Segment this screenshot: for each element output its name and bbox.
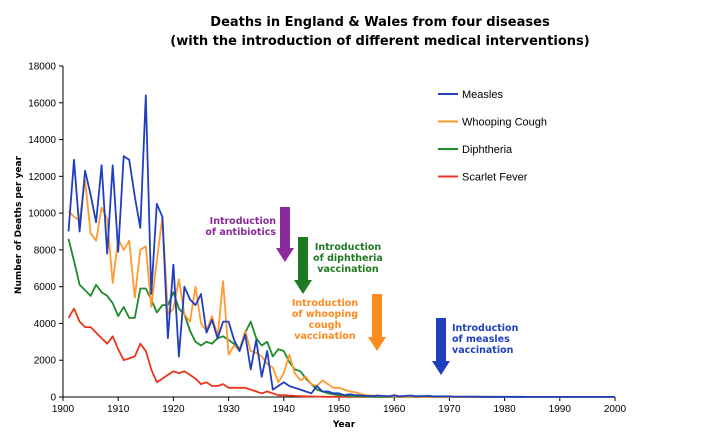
annotation-diphtheria-text: vaccination	[317, 264, 379, 275]
scarlet-fever-line	[67, 307, 615, 398]
y-tick-label: 10000	[28, 209, 56, 220]
y-tick-label: 4000	[34, 319, 57, 330]
annotation-measles-text: Introduction	[452, 323, 519, 334]
series-layer	[67, 94, 615, 398]
x-tick-label: 1980	[493, 404, 516, 415]
annotation-whooping-text: cough	[309, 320, 342, 331]
chart-title: Deaths in England & Wales from four dise…	[210, 15, 550, 30]
x-tick-label: 1960	[383, 404, 406, 415]
y-tick-label: 12000	[28, 172, 56, 183]
annotation-antibiotics-arrow	[276, 207, 294, 262]
x-tick-label: 1940	[273, 404, 296, 415]
y-tick-label: 6000	[34, 282, 57, 293]
x-tick-label: 2000	[604, 404, 627, 415]
annotation-measles-text: vaccination	[452, 345, 514, 356]
y-tick-label: 8000	[34, 245, 57, 256]
y-tick-label: 16000	[28, 98, 56, 109]
x-tick-label: 1950	[328, 404, 351, 415]
y-tick-label: 2000	[34, 356, 57, 367]
annotation-whooping-arrow	[368, 294, 386, 351]
measles-line	[67, 94, 615, 398]
x-axis-title: Year	[332, 420, 356, 430]
annotation-measles-arrow	[432, 318, 450, 375]
annotation-measles-text: of measles	[452, 334, 510, 345]
y-axis-title: Number of Deaths per year	[14, 155, 24, 294]
y-tick-label: 18000	[28, 62, 56, 73]
x-tick-label: 1900	[52, 404, 75, 415]
y-axis: 0 2000 4000 6000 8000 10000 12000 14000 16000 180…	[28, 62, 64, 404]
annotation-diphtheria-arrow	[294, 237, 312, 294]
annotation-antibiotics-text: Introduction	[210, 216, 277, 227]
annotation-diphtheria-text: of diphtheria	[313, 253, 383, 264]
annotation-whooping-text: vaccination	[294, 331, 356, 342]
annotation-antibiotics-text: of antibiotics	[205, 227, 276, 238]
x-tick-label: 1910	[107, 404, 130, 415]
y-tick-label: 14000	[28, 135, 56, 146]
x-tick-label: 1990	[549, 404, 572, 415]
x-axis: 1900 1910 1920 1930 1940 1950 1960 1970 1980 1990…	[52, 396, 627, 415]
legend-label-measles: Measles	[462, 89, 503, 101]
legend: Measles Whooping Cough Diphtheria Scarlet F…	[438, 89, 547, 184]
legend-label-scarlet-fever: Scarlet Fever	[462, 172, 528, 184]
x-tick-label: 1970	[438, 404, 461, 415]
x-tick-label: 1920	[162, 404, 185, 415]
x-tick-label: 1930	[217, 404, 240, 415]
legend-label-diphtheria: Diphtheria	[462, 144, 513, 156]
y-tick-label: 0	[50, 393, 56, 404]
legend-label-whooping-cough: Whooping Cough	[462, 117, 547, 129]
annotation-whooping-text: Introduction	[292, 298, 359, 309]
annotation-whooping-text: of whooping	[292, 309, 358, 320]
annotation-diphtheria-text: Introduction	[315, 242, 382, 253]
chart-subtitle: (with the introduction of different medi…	[170, 34, 589, 49]
